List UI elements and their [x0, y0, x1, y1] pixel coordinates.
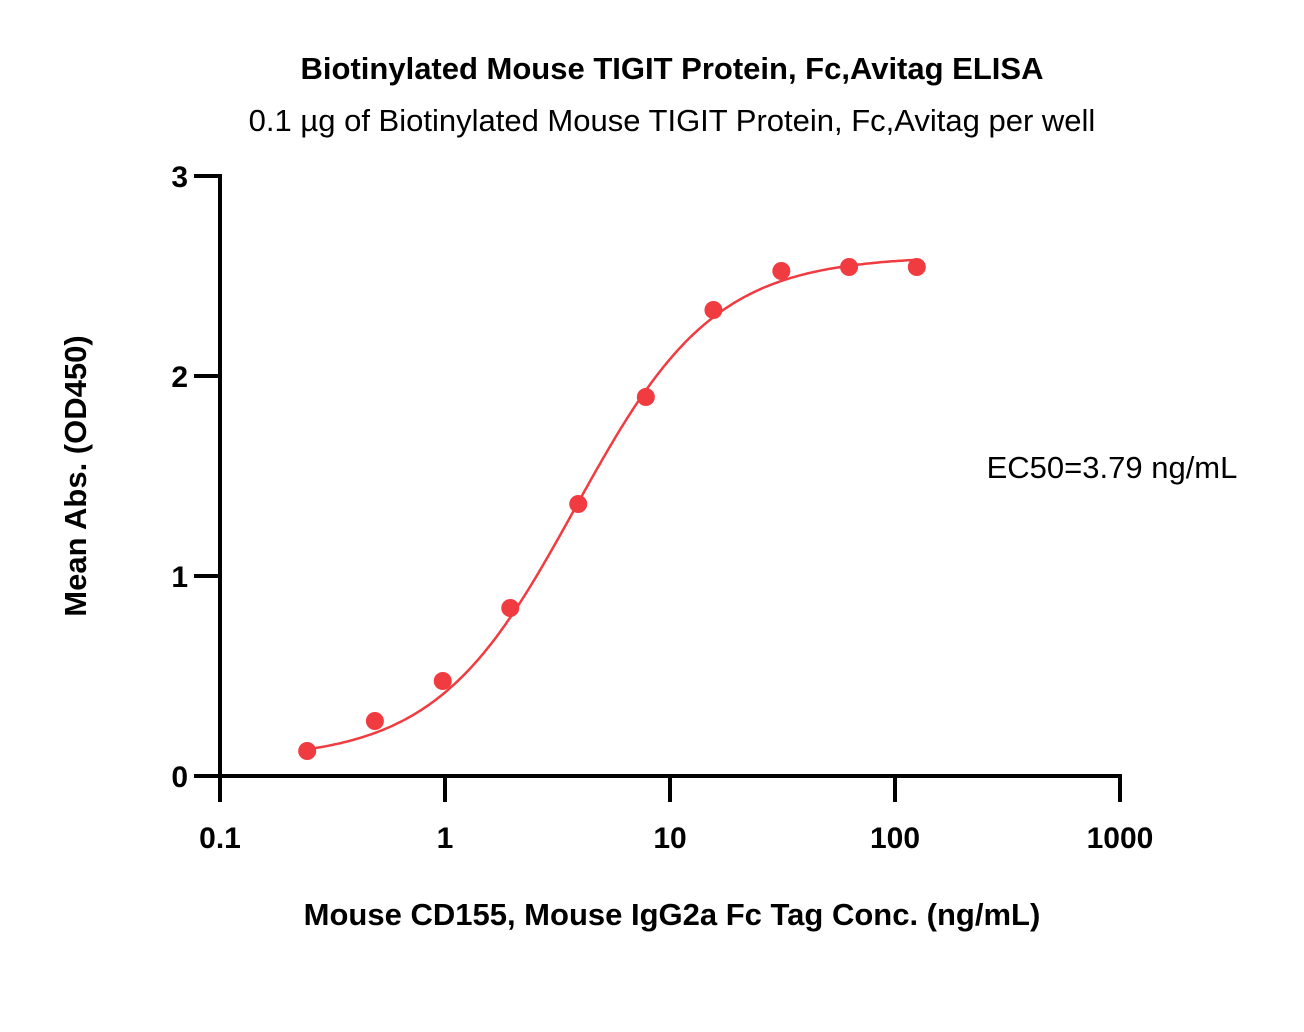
data-point [840, 258, 859, 276]
ec50-annotation: EC50=3.79 ng/mL [987, 450, 1238, 485]
x-tick-label: 0.1 [199, 822, 241, 855]
chart-subtitle: 0.1 µg of Biotinylated Mouse TIGIT Prote… [249, 103, 1096, 138]
y-axis-label: Mean Abs. (OD450) [58, 335, 93, 616]
data-point [636, 388, 655, 406]
data-point [298, 742, 317, 760]
x-axis-label: Mouse CD155, Mouse IgG2a Fc Tag Conc. (n… [304, 897, 1041, 932]
data-point [569, 495, 588, 513]
y-tick-label: 2 [171, 361, 188, 394]
data-point [433, 672, 452, 690]
y-tick-label: 0 [171, 761, 188, 794]
data-point [501, 599, 520, 617]
x-tick-label: 1000 [1087, 822, 1154, 855]
data-point [365, 712, 384, 730]
x-tick-label: 100 [870, 822, 920, 855]
fit-curve [306, 258, 917, 751]
y-tick-label: 3 [171, 161, 188, 194]
data-point [907, 258, 926, 276]
x-tick-label: 10 [653, 822, 686, 855]
x-tick-label: 1 [437, 822, 454, 855]
chart-title: Biotinylated Mouse TIGIT Protein, Fc,Avi… [301, 51, 1044, 86]
y-tick-label: 1 [171, 561, 188, 594]
data-point [704, 301, 723, 319]
data-point [772, 262, 791, 280]
